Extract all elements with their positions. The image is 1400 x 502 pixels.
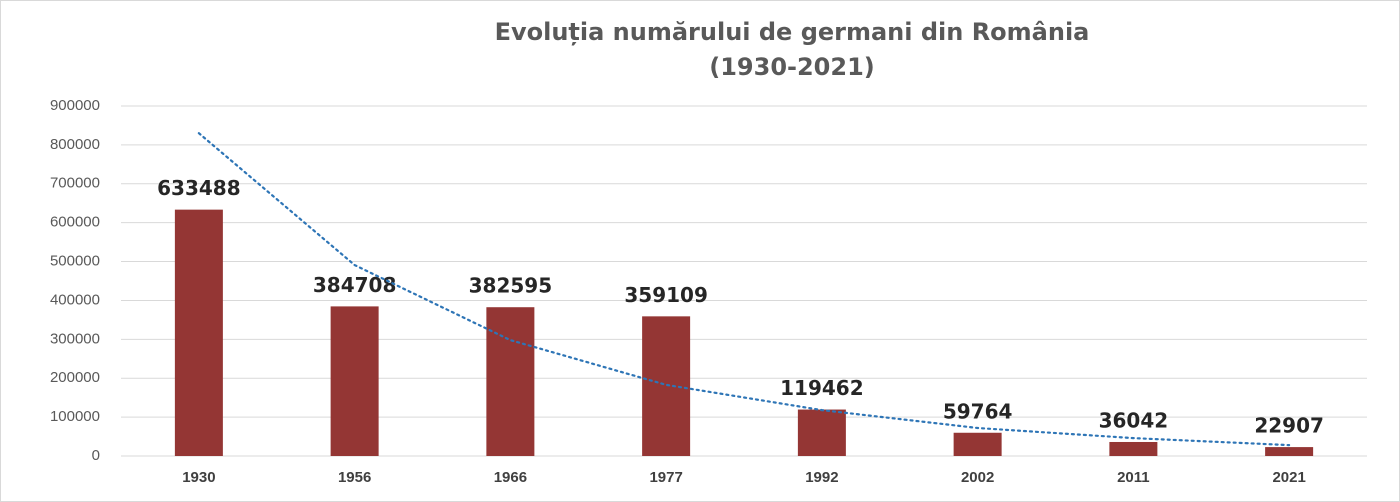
data-label: 36042 <box>1099 408 1169 432</box>
data-label: 633488 <box>157 176 241 200</box>
bar <box>1265 447 1314 456</box>
y-tick-label: 800000 <box>50 136 100 153</box>
chart-title: Evoluția numărului de germani din Români… <box>495 18 1090 46</box>
x-tick-label: 1930 <box>182 469 215 486</box>
bar <box>797 409 846 456</box>
bar <box>330 306 379 456</box>
bar <box>1109 441 1158 456</box>
y-tick-label: 700000 <box>50 175 100 192</box>
data-label: 22907 <box>1254 414 1324 438</box>
y-tick-label: 300000 <box>50 330 100 347</box>
y-tick-label: 600000 <box>50 214 100 231</box>
y-tick-label: 400000 <box>50 291 100 308</box>
data-label: 119462 <box>780 376 864 400</box>
y-tick-label: 900000 <box>50 97 100 114</box>
x-tick-label: 1977 <box>649 469 682 486</box>
data-label: 359109 <box>624 283 708 307</box>
bar <box>642 316 691 456</box>
data-label: 384708 <box>313 273 397 297</box>
trendline <box>197 132 1291 447</box>
chart-subtitle: (1930-2021) <box>709 53 875 81</box>
bar <box>174 209 223 456</box>
y-tick-label: 200000 <box>50 369 100 386</box>
data-label: 382595 <box>469 274 553 298</box>
x-tick-label: 1992 <box>805 469 838 486</box>
y-tick-label: 100000 <box>50 408 100 425</box>
bar <box>953 432 1002 456</box>
x-tick-label: 2021 <box>1272 469 1305 486</box>
y-tick-label: 500000 <box>50 253 100 270</box>
x-tick-label: 2011 <box>1117 469 1150 486</box>
y-tick-label: 0 <box>92 447 100 464</box>
data-label: 59764 <box>943 399 1013 423</box>
x-tick-label: 2002 <box>961 469 994 486</box>
x-tick-label: 1956 <box>338 469 371 486</box>
bar <box>486 307 535 456</box>
x-tick-label: 1966 <box>494 469 527 486</box>
